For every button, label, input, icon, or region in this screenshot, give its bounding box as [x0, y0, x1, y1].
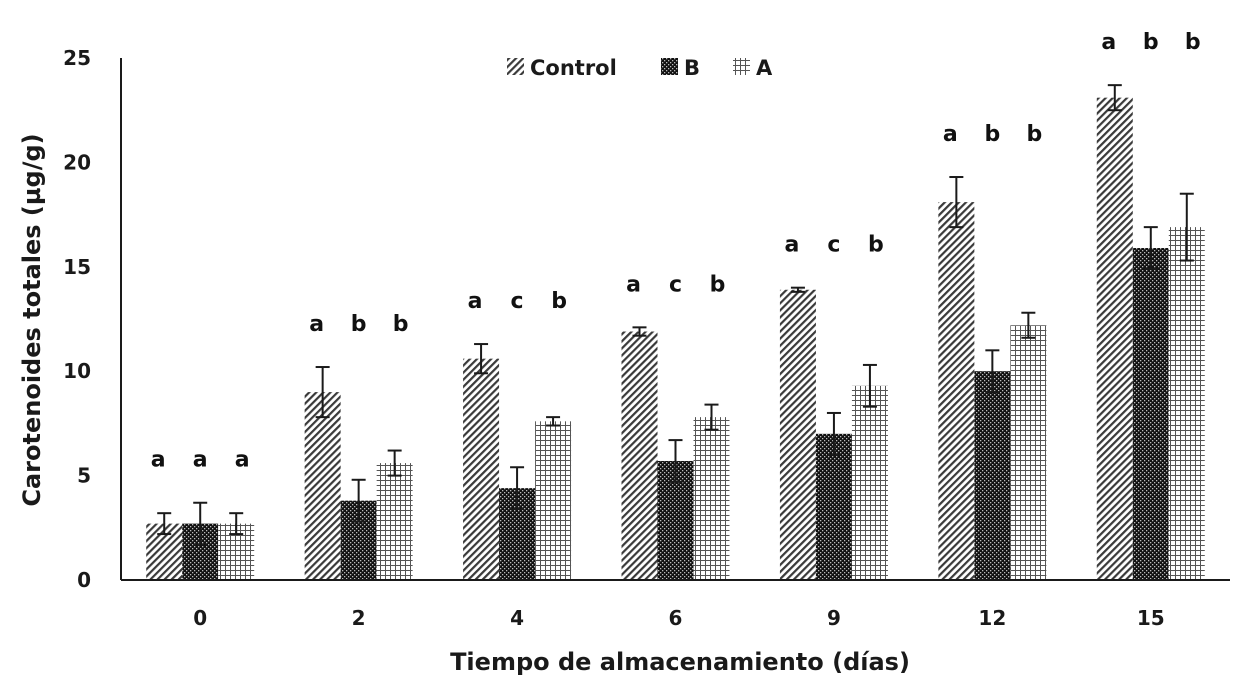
error-bar-a: [229, 512, 244, 536]
bar-b: [815, 433, 852, 580]
significance-letters-layer: a a a a b b a c b a c b a c b a b b a b b: [151, 30, 1201, 473]
y-tick-label: 10: [63, 359, 91, 383]
bar-a: [535, 421, 572, 580]
error-bar-a: [546, 416, 561, 427]
y-axis-ticks: 0 5 10 15 20 25: [63, 46, 91, 592]
significance-letter-a: b: [551, 289, 567, 314]
significance-letter-b: a: [193, 448, 208, 473]
x-tick-label: 15: [1137, 606, 1165, 630]
legend: Control B A: [507, 56, 773, 80]
x-axis-ticks: 0 2 4 6 9 12 15: [193, 606, 1164, 630]
significance-letter-a: a: [235, 448, 250, 473]
bar-control: [779, 289, 816, 580]
legend-swatch-a: [733, 58, 750, 75]
significance-letter-b: b: [351, 312, 367, 337]
error-bar-control: [790, 286, 805, 293]
error-bar-a: [1179, 192, 1194, 262]
legend-item-control: Control: [507, 56, 617, 80]
x-axis-title: Tiempo de almacenamiento (días): [450, 648, 910, 676]
error-bar-b: [351, 478, 366, 523]
legend-item-a: A: [733, 56, 773, 80]
bar-a: [693, 417, 730, 580]
legend-swatch-b: [661, 58, 678, 75]
bar-control: [1096, 97, 1133, 580]
bar-a: [851, 385, 888, 580]
error-bar-control: [949, 176, 964, 229]
y-tick-label: 5: [77, 464, 91, 488]
legend-label-b: B: [684, 56, 700, 80]
error-bar-control: [632, 326, 647, 337]
significance-letter-a: b: [710, 272, 726, 297]
significance-letter-control: a: [784, 233, 799, 258]
error-bar-a: [704, 403, 719, 431]
error-bar-a: [387, 449, 402, 477]
significance-letter-control: a: [468, 289, 483, 314]
error-bar-control: [315, 366, 330, 419]
significance-letter-control: a: [626, 272, 641, 297]
x-tick-label: 4: [510, 606, 524, 630]
error-bar-a: [1021, 311, 1036, 339]
x-tick-label: 6: [669, 606, 683, 630]
significance-letter-control: a: [943, 122, 958, 147]
error-bar-b: [668, 439, 683, 483]
significance-letter-b: c: [669, 272, 682, 297]
error-bar-control: [474, 343, 489, 375]
x-tick-label: 12: [978, 606, 1006, 630]
x-tick-label: 2: [352, 606, 366, 630]
error-bar-b: [510, 466, 525, 511]
y-axis-title: Carotenoides totales (µg/g): [18, 133, 46, 506]
significance-letter-a: b: [868, 233, 884, 258]
legend-label-control: Control: [530, 56, 617, 80]
y-tick-label: 20: [63, 150, 91, 174]
legend-item-b: B: [661, 56, 700, 80]
bars-layer: [146, 97, 1205, 581]
error-bar-b: [1143, 226, 1158, 270]
x-tick-label: 0: [193, 606, 207, 630]
bar-control: [463, 358, 500, 580]
x-tick-label: 9: [827, 606, 841, 630]
bar-control: [938, 202, 975, 580]
error-bars-layer: [157, 84, 1194, 546]
error-bar-b: [985, 349, 1000, 394]
bar-control: [621, 331, 658, 580]
significance-letter-b: b: [984, 122, 1000, 147]
significance-letter-control: a: [309, 312, 324, 337]
error-bar-b: [193, 501, 208, 546]
bar-a: [376, 463, 413, 580]
bar-a: [1168, 227, 1205, 581]
error-bar-b: [826, 411, 841, 456]
significance-letter-a: b: [393, 312, 409, 337]
significance-letter-b: b: [1143, 30, 1159, 55]
y-tick-label: 0: [77, 568, 91, 592]
significance-letter-a: b: [1185, 30, 1201, 55]
error-bar-a: [862, 363, 877, 408]
legend-label-a: A: [756, 56, 773, 80]
significance-letter-b: c: [511, 289, 524, 314]
y-tick-label: 15: [63, 255, 91, 279]
error-bar-control: [157, 512, 172, 536]
legend-swatch-control: [507, 58, 524, 75]
y-tick-label: 25: [63, 46, 91, 70]
bar-a: [1010, 325, 1047, 580]
significance-letter-b: c: [827, 233, 840, 258]
significance-letter-a: b: [1026, 122, 1042, 147]
significance-letter-control: a: [1101, 30, 1116, 55]
significance-letter-control: a: [151, 448, 166, 473]
bar-b: [1132, 248, 1169, 580]
error-bar-control: [1107, 84, 1122, 112]
bar-b: [974, 371, 1011, 580]
bar-control: [304, 392, 341, 580]
